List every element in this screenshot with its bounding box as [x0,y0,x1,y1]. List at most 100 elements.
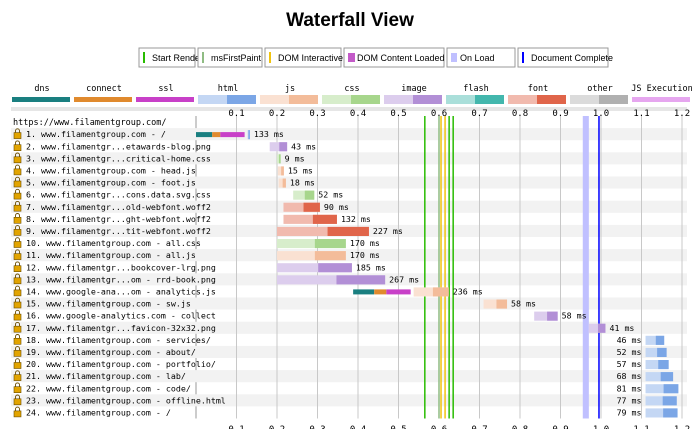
tick-label: 0.1 [228,109,244,119]
lock-icon [13,358,22,369]
request-bar-download [547,311,558,321]
legend-type-font: font [508,84,566,104]
lock-shackle [15,406,20,411]
request-bar-wait [588,323,606,333]
lock-shackle [15,176,20,181]
tick-label: 0.5 [390,109,406,119]
request-row: 22. www.filamentgroup.com - code/81 ms [13,382,679,394]
legend-label: Document Complete [531,53,613,63]
request-row: 11. www.filamentgroup.com - all.js 170 ms [13,249,380,261]
lock-shackle [15,370,20,375]
lock-icon [13,152,22,164]
lock-shackle [15,297,20,302]
lock-icon [13,188,22,200]
request-label: 21. www.filamentgroup.com - lab/ [26,371,186,381]
request-time-label: 170 ms [350,238,380,248]
legend-box [197,47,263,68]
request-time-label: 41 ms [609,323,634,333]
request-label: 9. www.filamentgr...tit-webfont.woff2 [26,226,211,236]
lock-body [13,192,22,200]
request-time-label: 236 ms [453,287,483,297]
request-bar-download [318,263,352,273]
legend-type-label: css [344,84,359,94]
request-bar-wait [278,178,286,188]
row-stripe [11,321,687,334]
request-bar-wait [277,166,284,176]
request-segment-connect [212,132,221,138]
request-row: 12. www.filamentgr...bookcover-lrg.png 18… [13,261,386,273]
legend-type-html: html [198,84,256,104]
lock-body [13,325,22,333]
lock-body [13,204,22,212]
lock-body [13,362,22,369]
request-bar-download [660,372,674,382]
lock-icon [13,225,22,236]
lock-icon [13,164,22,176]
lock-shackle [15,200,20,206]
request-bar-download [327,226,369,236]
request-bar-download [314,251,346,261]
tick-label: 0.8 [512,109,528,119]
request-bar-wait [293,190,315,200]
tick-label-bottom: 1.0 [593,425,609,429]
legend-type-label: other [587,84,613,94]
request-time-label: 15 ms [288,166,313,176]
request-bar-wait [645,360,669,370]
request-time-label: 18 ms [290,178,315,188]
lock-body [13,229,22,236]
lock-body [13,132,22,139]
request-bar-download [282,178,286,188]
request-bar-download [304,190,315,200]
request-bar-download [279,142,288,152]
request-time-label: 90 ms [324,202,349,212]
request-bar-download [314,239,346,249]
legend-type-label: font [528,84,548,94]
marker-on-load [582,116,589,419]
lock-shackle [15,213,20,218]
lock-shackle [15,188,20,194]
request-label: 4. www.filamentgroup.com - head.js [26,166,196,176]
request-label: 10. www.filamentgroup.com - all.css [26,238,201,248]
request-bar-wait [645,347,667,357]
request-time-label: 58 ms [511,299,536,309]
legend-box [446,47,516,68]
legend-type-other: other [570,84,628,104]
request-time-label: 132 ms [341,214,371,224]
request-row: 9. www.filamentgr...tit-webfont.woff2 227… [13,225,403,236]
row-stripe [11,128,687,141]
lock-body [13,410,22,418]
request-row: 5. www.filamentgroup.com - foot.js 18 ms [13,176,315,188]
request-row: 18. www.filamentgroup.com - services/46 … [13,334,665,345]
lock-shackle [15,285,20,290]
lock-icon [13,273,22,285]
request-row: 23. www.filamentgroup.com - offline.html… [13,394,677,406]
request-bar-download [432,287,449,297]
lock-icon [13,140,22,151]
lock-shackle [15,249,20,254]
lock-icon [13,297,22,309]
lock-icon [13,213,22,224]
request-bar-wait [283,214,337,224]
request-label: 5. www.filamentgroup.com - foot.js [26,178,196,188]
lock-body [13,144,22,151]
lock-body [13,253,22,260]
request-bar-download [657,347,667,357]
lock-shackle [15,237,20,242]
request-bar-download [597,323,606,333]
legend-type-swatch-light [508,95,537,104]
request-label: 2. www.filamentgr...etawards-blog.png [26,141,211,151]
lock-body [13,156,22,164]
request-label: 1. www.filamentgroup.com - / [26,129,166,139]
lock-body [13,217,22,224]
legend-box [264,47,342,68]
lock-body [13,386,22,394]
request-row: 8. www.filamentgr...ght-webfont.woff2 132… [13,213,371,224]
lock-body [13,374,22,381]
request-time-label: 9 ms [285,153,305,163]
legend-type-css: css [322,84,380,104]
request-row: 6. www.filamentgr...cons.data.svg.css 52 … [13,188,343,200]
request-time-label: 79 ms [617,408,642,418]
request-segment-ssl [220,132,245,138]
tick-label-bottom: 0.8 [512,425,528,429]
tick-label: 0.3 [309,109,325,119]
